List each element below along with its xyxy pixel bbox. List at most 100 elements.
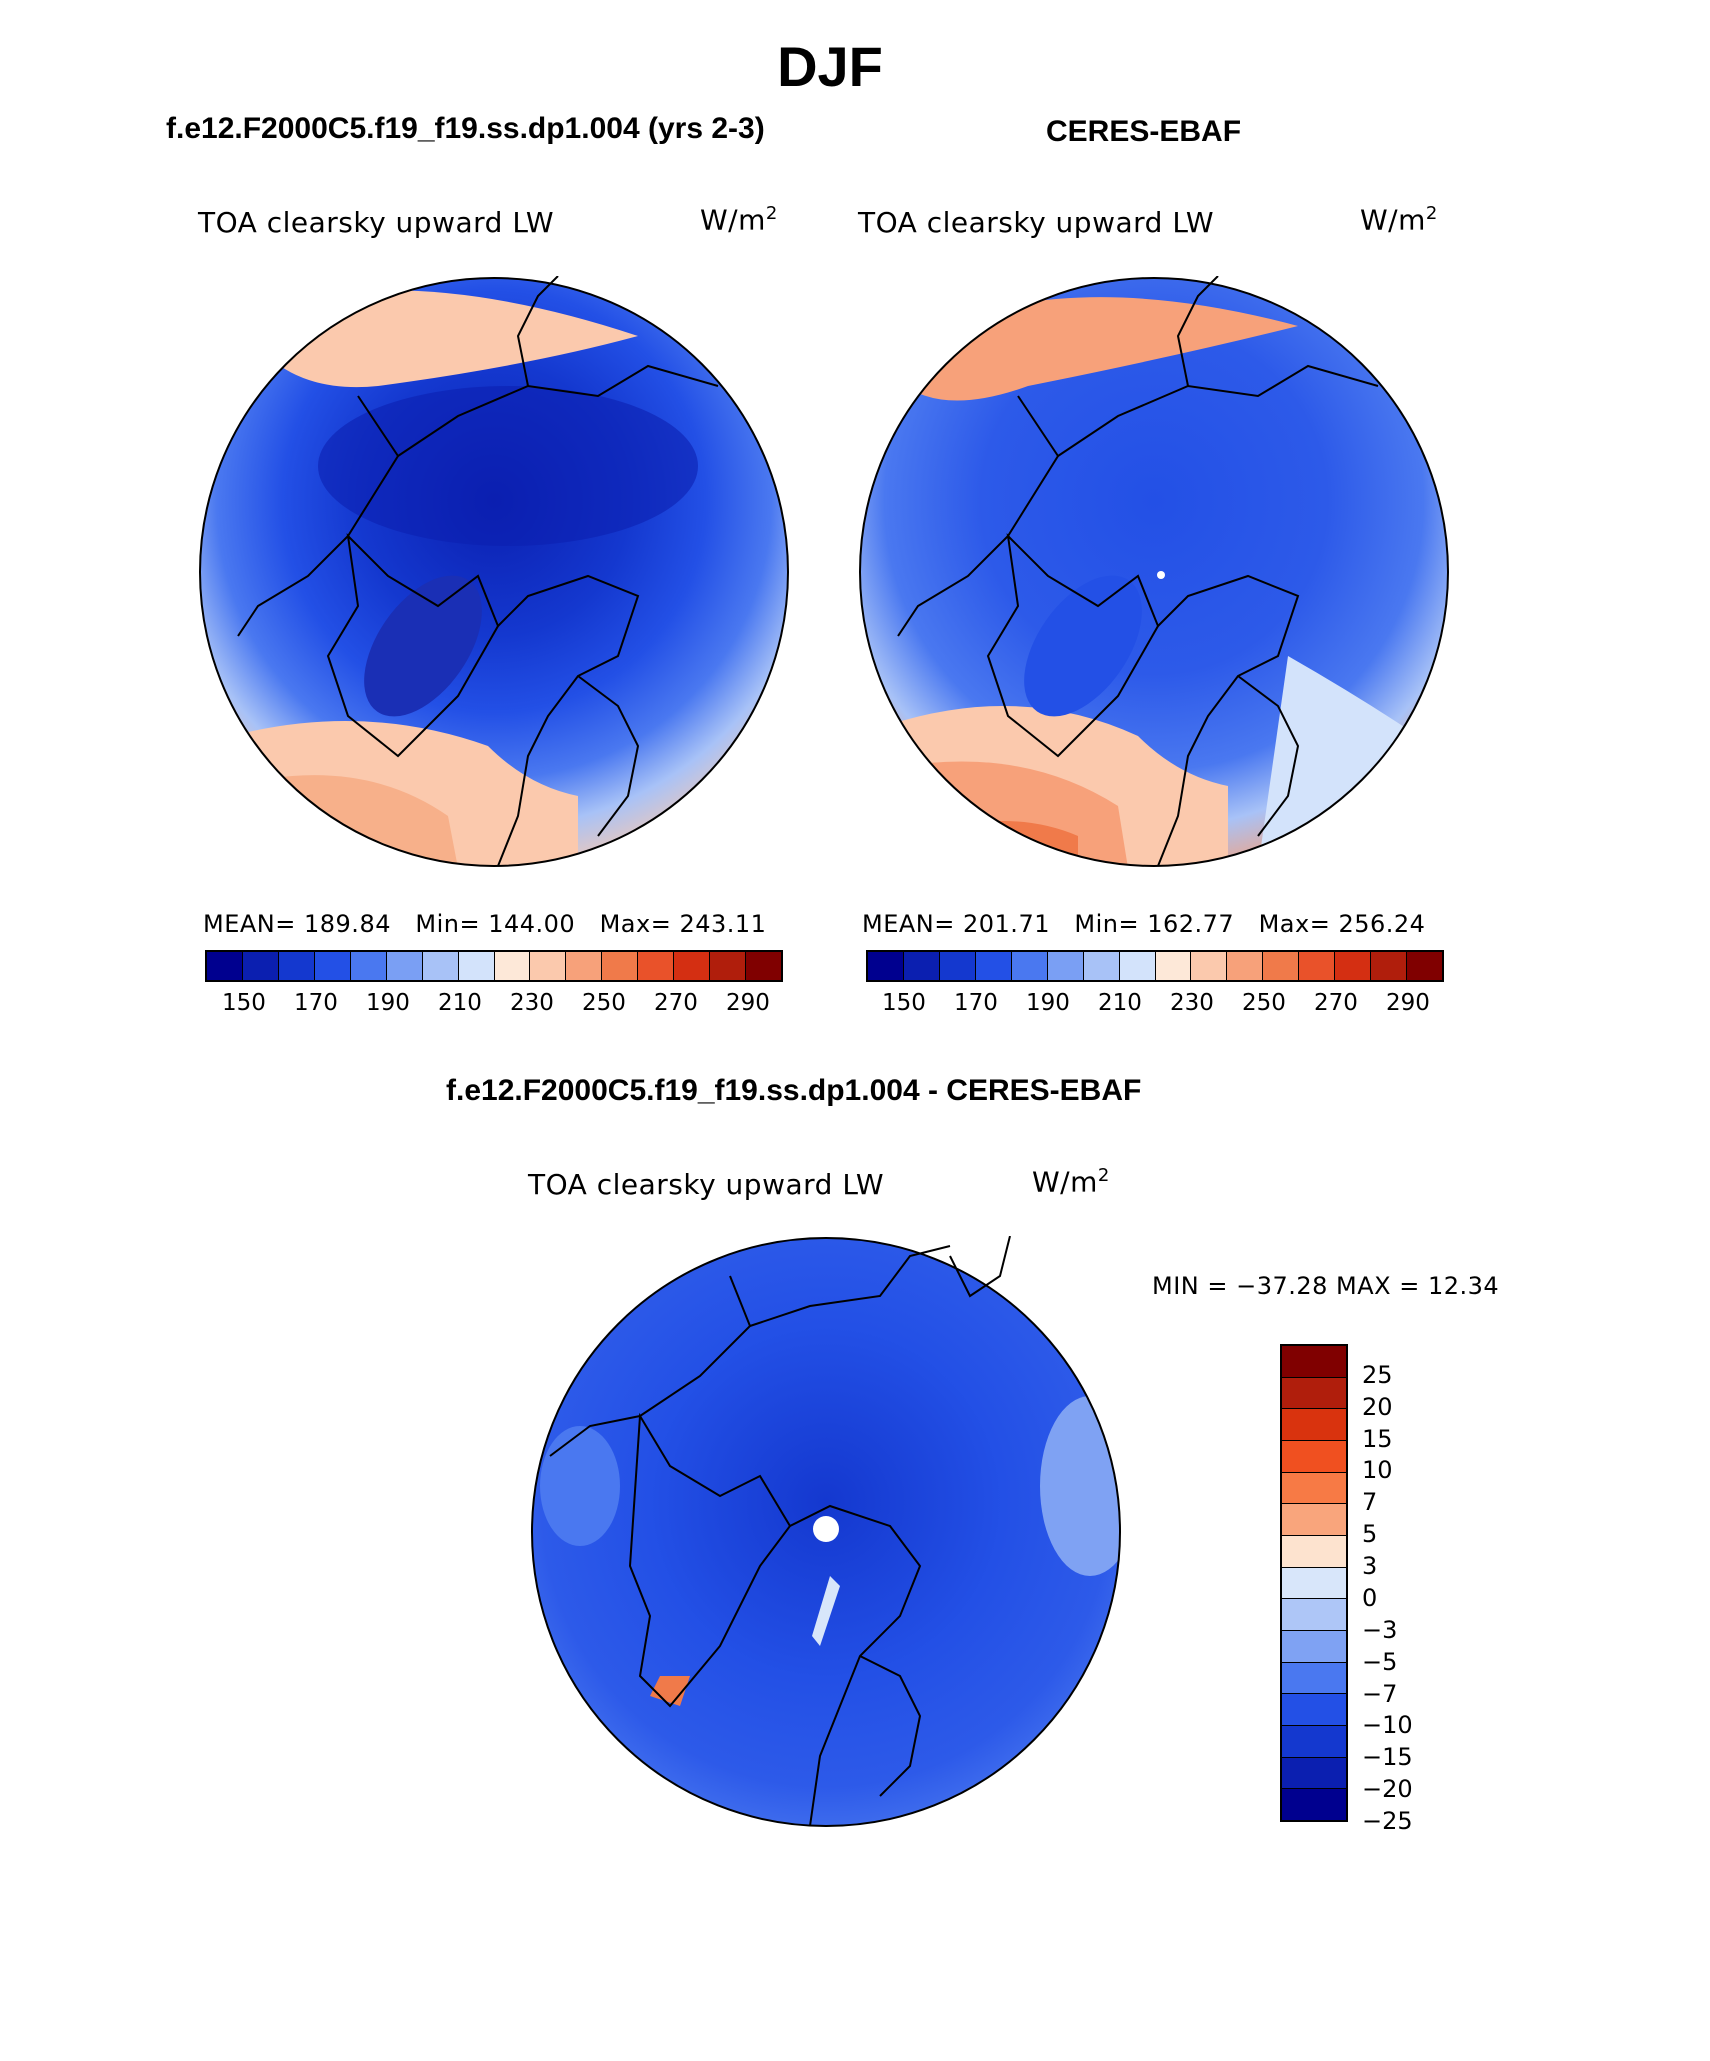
panel-1-colorbar-tick: 290 (726, 990, 770, 1016)
panel-2-colorbar-tick: 290 (1386, 990, 1430, 1016)
panel-1-units: W/m2 (700, 203, 778, 236)
panel-2-units-base: W/m (1360, 203, 1426, 237)
difference-colorbar-tick: −20 (1362, 1775, 1413, 1804)
difference-pole-hole (813, 1516, 839, 1542)
difference-colorbar-swatch (1282, 1725, 1346, 1757)
panel-2-units: W/m2 (1360, 203, 1438, 236)
panel-1-colorbar-swatch (565, 952, 602, 980)
difference-colorbar-tick: 10 (1362, 1456, 1393, 1485)
panel-2-colorbar-swatch (1190, 952, 1227, 980)
difference-colorbar-swatch (1282, 1471, 1346, 1504)
difference-coastlines (549, 1236, 1011, 1827)
difference-colorbar-swatch (1282, 1535, 1346, 1567)
difference-units-exp: 2 (1097, 1165, 1110, 1186)
panel-1-stats: MEAN= 189.84 Min= 144.00 Max= 243.11 (203, 910, 766, 938)
panel-1-colorbar-tick: 210 (438, 990, 482, 1016)
panel-1-min-value: 144.00 (488, 910, 576, 938)
difference-colorbar-tick: −10 (1362, 1711, 1413, 1740)
panel-2-colorbar-swatch (1406, 952, 1442, 980)
panel-1-mean-value: 189.84 (304, 910, 391, 938)
panel-2-colorbar-swatch (1334, 952, 1371, 980)
panel-1-title: f.e12.F2000C5.f19_f19.ss.dp1.004 (yrs 2-… (166, 112, 765, 145)
difference-colorbar-tick: −5 (1362, 1647, 1398, 1676)
panel-1-max-label: Max= (599, 910, 672, 938)
panel-1-colorbar-swatch (421, 952, 458, 980)
panel-2-colorbar-swatch (1010, 952, 1047, 980)
panel-2-colorbar-tick: 170 (954, 990, 998, 1016)
difference-colorbar-swatch (1282, 1376, 1346, 1409)
panel-1-colorbar-swatch (457, 952, 494, 980)
panel-2-colorbar-swatch (974, 952, 1011, 980)
difference-colorbar-swatch (1282, 1346, 1346, 1377)
panel-1-colorbar-swatch (349, 952, 386, 980)
panel-2-greenland (1024, 575, 1142, 717)
difference-colorbar-swatch (1282, 1630, 1346, 1662)
panel-2-colorbar-swatch (1046, 952, 1083, 980)
panel-1-colorbar-swatch (493, 952, 530, 980)
difference-colorbar-swatch (1282, 1788, 1346, 1821)
difference-colorbar-tick: 20 (1362, 1392, 1393, 1421)
panel-1-coastlines (237, 276, 719, 867)
panel-2-colorbar-swatch (1262, 952, 1299, 980)
panel-2-mean-label: MEAN= (862, 910, 955, 938)
panel-2-map-border (859, 277, 1449, 867)
panel-1-min-label: Min= (415, 910, 481, 938)
panel-2-colorbar-swatch (938, 952, 975, 980)
panel-2-title: CERES-EBAF (1046, 115, 1242, 148)
difference-colorbar-tick: −7 (1362, 1679, 1398, 1708)
difference-colorbar-swatch (1282, 1503, 1346, 1536)
panel-1-colorbar-swatch (709, 952, 746, 980)
difference-colorbar (1280, 1344, 1348, 1822)
difference-colorbar-tick: −25 (1362, 1807, 1413, 1835)
difference-colorbar-tick: 7 (1362, 1488, 1378, 1517)
panel-2-min-label: Min= (1074, 910, 1140, 938)
difference-light-streak (812, 1576, 840, 1646)
panel-2-colorbar-tick: 210 (1098, 990, 1142, 1016)
panel-1-colorbar-tick: 190 (366, 990, 410, 1016)
panel-2-colorbar-swatch (1154, 952, 1191, 980)
panel-2-colorbar-swatch (868, 952, 903, 980)
panel-2-pole-hole (1157, 571, 1165, 579)
panel-1-colorbar-tick: 250 (582, 990, 626, 1016)
panel-1-colorbar-swatch (277, 952, 314, 980)
panel-2-colorbar-swatch (1082, 952, 1119, 980)
difference-title: f.e12.F2000C5.f19_f19.ss.dp1.004 - CERES… (446, 1074, 1142, 1107)
panel-1-colorbar-swatch (385, 952, 422, 980)
panel-2-colorbar-tick: 150 (882, 990, 926, 1016)
panel-1-colorbar-swatch (313, 952, 350, 980)
panel-1-colorbar-swatch (529, 952, 566, 980)
difference-colorbar-swatch (1282, 1598, 1346, 1631)
panel-1-map-border (199, 277, 789, 867)
panel-1-polar-map (199, 276, 789, 867)
panel-2-colorbar-tick: 190 (1026, 990, 1070, 1016)
panel-2-max-value: 256.24 (1338, 910, 1426, 938)
panel-2-colorbar-tick: 230 (1170, 990, 1214, 1016)
difference-map-border (531, 1237, 1121, 1827)
difference-colorbar-tick: −3 (1362, 1615, 1398, 1644)
panel-2-colorbar-swatch (1226, 952, 1263, 980)
difference-colorbar-tick: 3 (1362, 1552, 1378, 1581)
panel-1-colorbar-tick: 150 (222, 990, 266, 1016)
panel-1-variable: TOA clearsky upward LW (198, 206, 555, 239)
difference-light-patch-west (540, 1426, 620, 1546)
panel-1-mean-label: MEAN= (203, 910, 296, 938)
panel-1-colorbar-swatch (745, 952, 781, 980)
panel-2-colorbar-swatch (1118, 952, 1155, 980)
panel-2-mean-value: 201.71 (963, 910, 1050, 938)
panel-2-stats: MEAN= 201.71 Min= 162.77 Max= 256.24 (862, 910, 1425, 938)
difference-variable: TOA clearsky upward LW (528, 1168, 885, 1201)
panel-1-greenland-cold (364, 575, 482, 717)
difference-minmax: MIN = −37.28 MAX = 12.34 (1152, 1272, 1500, 1300)
difference-colorbar-tick: 0 (1362, 1583, 1378, 1612)
panel-2-hot-region (918, 821, 1078, 866)
difference-colorbar-tick: 5 (1362, 1520, 1378, 1549)
panel-2-coastlines (897, 276, 1379, 867)
panel-2-colorbar (866, 950, 1444, 982)
panel-2-colorbar-ticks: 150 170 190 210 230 250 270 290 (882, 990, 1430, 1016)
difference-colorbar-swatch (1282, 1566, 1346, 1599)
difference-colorbar-tick: 15 (1362, 1424, 1393, 1453)
panel-1-colorbar-swatch (601, 952, 638, 980)
panel-1-colorbar-swatch (673, 952, 710, 980)
panel-1-colorbar-tick: 170 (294, 990, 338, 1016)
figure-title: DJF (777, 35, 883, 98)
